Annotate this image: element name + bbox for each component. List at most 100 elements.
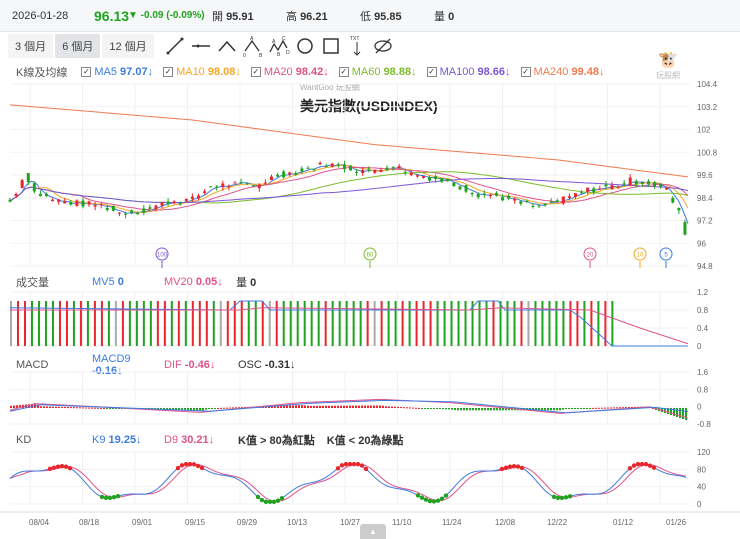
osc-bar — [466, 408, 468, 411]
osc-label: OSC — [238, 359, 262, 371]
ma-line-100 — [9, 177, 689, 203]
mv20-line — [10, 307, 689, 345]
osc-bar — [394, 406, 396, 408]
osc-bar — [430, 408, 432, 409]
candlestick — [26, 172, 30, 186]
volume-bar — [443, 301, 446, 346]
price-axis-tick: 94.8 — [697, 262, 713, 271]
osc-bar — [313, 405, 315, 408]
ma-toggle-ma240[interactable]: ✓ MA240 99.48↓ — [520, 66, 605, 78]
candle-body — [440, 178, 444, 182]
ma-toggle-ma10[interactable]: ✓ MA10 98.08↓ — [163, 66, 241, 78]
checkbox-icon[interactable]: ✓ — [520, 67, 531, 77]
candlestick — [288, 171, 292, 177]
period-12m-button[interactable]: 12 個月 — [102, 34, 154, 58]
osc-bar — [343, 405, 345, 408]
candle-body — [385, 167, 389, 170]
osc-bar — [196, 408, 198, 411]
candlestick — [634, 179, 638, 188]
kd-overbought-dot — [339, 463, 345, 468]
period-3m-button[interactable]: 3 個月 — [8, 34, 54, 58]
candle-body — [561, 196, 565, 204]
osc-bar — [118, 408, 120, 409]
candlestick — [458, 185, 462, 191]
kd-oversold-dot — [555, 495, 561, 501]
osc-bar — [319, 405, 321, 408]
ma-line-240 — [9, 104, 689, 178]
text-arrow-icon[interactable]: TXT — [344, 35, 370, 57]
osc-bar — [76, 407, 78, 409]
ma-toggle-ma60[interactable]: ✓ MA60 98.88↓ — [338, 66, 417, 78]
candlestick — [105, 205, 109, 212]
candlestick — [215, 185, 219, 191]
osc-bar — [208, 408, 210, 409]
kd-oversold-dot — [111, 494, 117, 500]
volume-bar — [345, 301, 348, 346]
checkbox-icon[interactable]: ✓ — [163, 67, 174, 77]
volume-bar — [10, 301, 12, 346]
hide-drawings-icon[interactable] — [370, 35, 396, 57]
candlestick — [324, 163, 328, 168]
candlestick — [397, 163, 401, 169]
marker-label: 5 — [664, 253, 668, 259]
checkbox-icon[interactable]: ✓ — [81, 67, 92, 77]
d9-label: D9 — [164, 434, 179, 446]
osc-bar — [562, 408, 564, 410]
osc-bar — [493, 408, 495, 411]
period-6m-button[interactable]: 6 個月 — [55, 34, 101, 58]
rectangle-tool-icon[interactable] — [318, 35, 344, 57]
checkbox-icon[interactable]: ✓ — [250, 67, 261, 77]
checkbox-icon[interactable]: ✓ — [338, 67, 349, 77]
circle-tool-icon[interactable] — [292, 35, 318, 57]
candle-body — [592, 188, 596, 193]
candle-body — [555, 200, 559, 202]
ma-toggle-ma100[interactable]: ✓ MA100 98.66↓ — [426, 66, 511, 78]
osc-bar — [382, 405, 384, 408]
scroll-handle[interactable]: ▲ — [360, 524, 386, 539]
candle-body — [342, 164, 346, 170]
osc-bar — [64, 406, 66, 408]
candle-body — [318, 162, 322, 165]
candlestick — [342, 160, 346, 173]
kd-oversold-dot — [267, 499, 273, 505]
ma-toggle-ma5[interactable]: ✓ MA5 97.07↓ — [81, 66, 153, 78]
chart-title: 美元指數(USDINDEX) — [300, 98, 438, 114]
kd-oversold-dot — [415, 493, 421, 498]
quote-price: 96.13 — [94, 7, 130, 24]
volume-bar — [128, 301, 131, 346]
osc-bar — [472, 408, 474, 411]
volume-bar — [597, 301, 600, 346]
candlestick — [598, 185, 602, 190]
volume-bar — [366, 301, 369, 346]
kd-overbought-dot — [199, 465, 205, 471]
wedge-icon[interactable] — [214, 35, 240, 57]
checkbox-icon[interactable]: ✓ — [426, 67, 437, 77]
abcd-pattern-icon[interactable]: A 0 B — [240, 35, 266, 57]
ma-toggle-ma20[interactable]: ✓ MA20 98.42↓ — [250, 66, 329, 78]
candlestick — [197, 193, 201, 201]
ma-cross-marker: 20 — [583, 247, 597, 268]
horizontal-line-icon[interactable] — [188, 35, 214, 57]
kd-oversold-dot — [99, 494, 105, 500]
kd-overbought-dot — [359, 463, 365, 468]
kd-overbought-dot — [515, 464, 521, 469]
candle-body — [245, 183, 249, 185]
candle-body — [537, 205, 541, 207]
volume-bar — [380, 301, 383, 346]
volume-bar — [422, 301, 425, 346]
candle-body — [75, 200, 79, 206]
volume-bar — [79, 301, 82, 346]
macd-axis-tick: 0.8 — [697, 385, 709, 394]
osc-bar — [460, 408, 462, 411]
osc-bar — [175, 408, 177, 411]
candlestick — [221, 180, 225, 191]
candlestick — [549, 198, 553, 203]
kd-oversold-dot — [427, 498, 433, 504]
osc-bar — [337, 405, 339, 408]
osc-bar — [106, 408, 108, 409]
osc-bar — [679, 408, 681, 419]
line-tool-icon[interactable] — [162, 35, 188, 57]
volume-section-label: 成交量 — [16, 277, 49, 289]
